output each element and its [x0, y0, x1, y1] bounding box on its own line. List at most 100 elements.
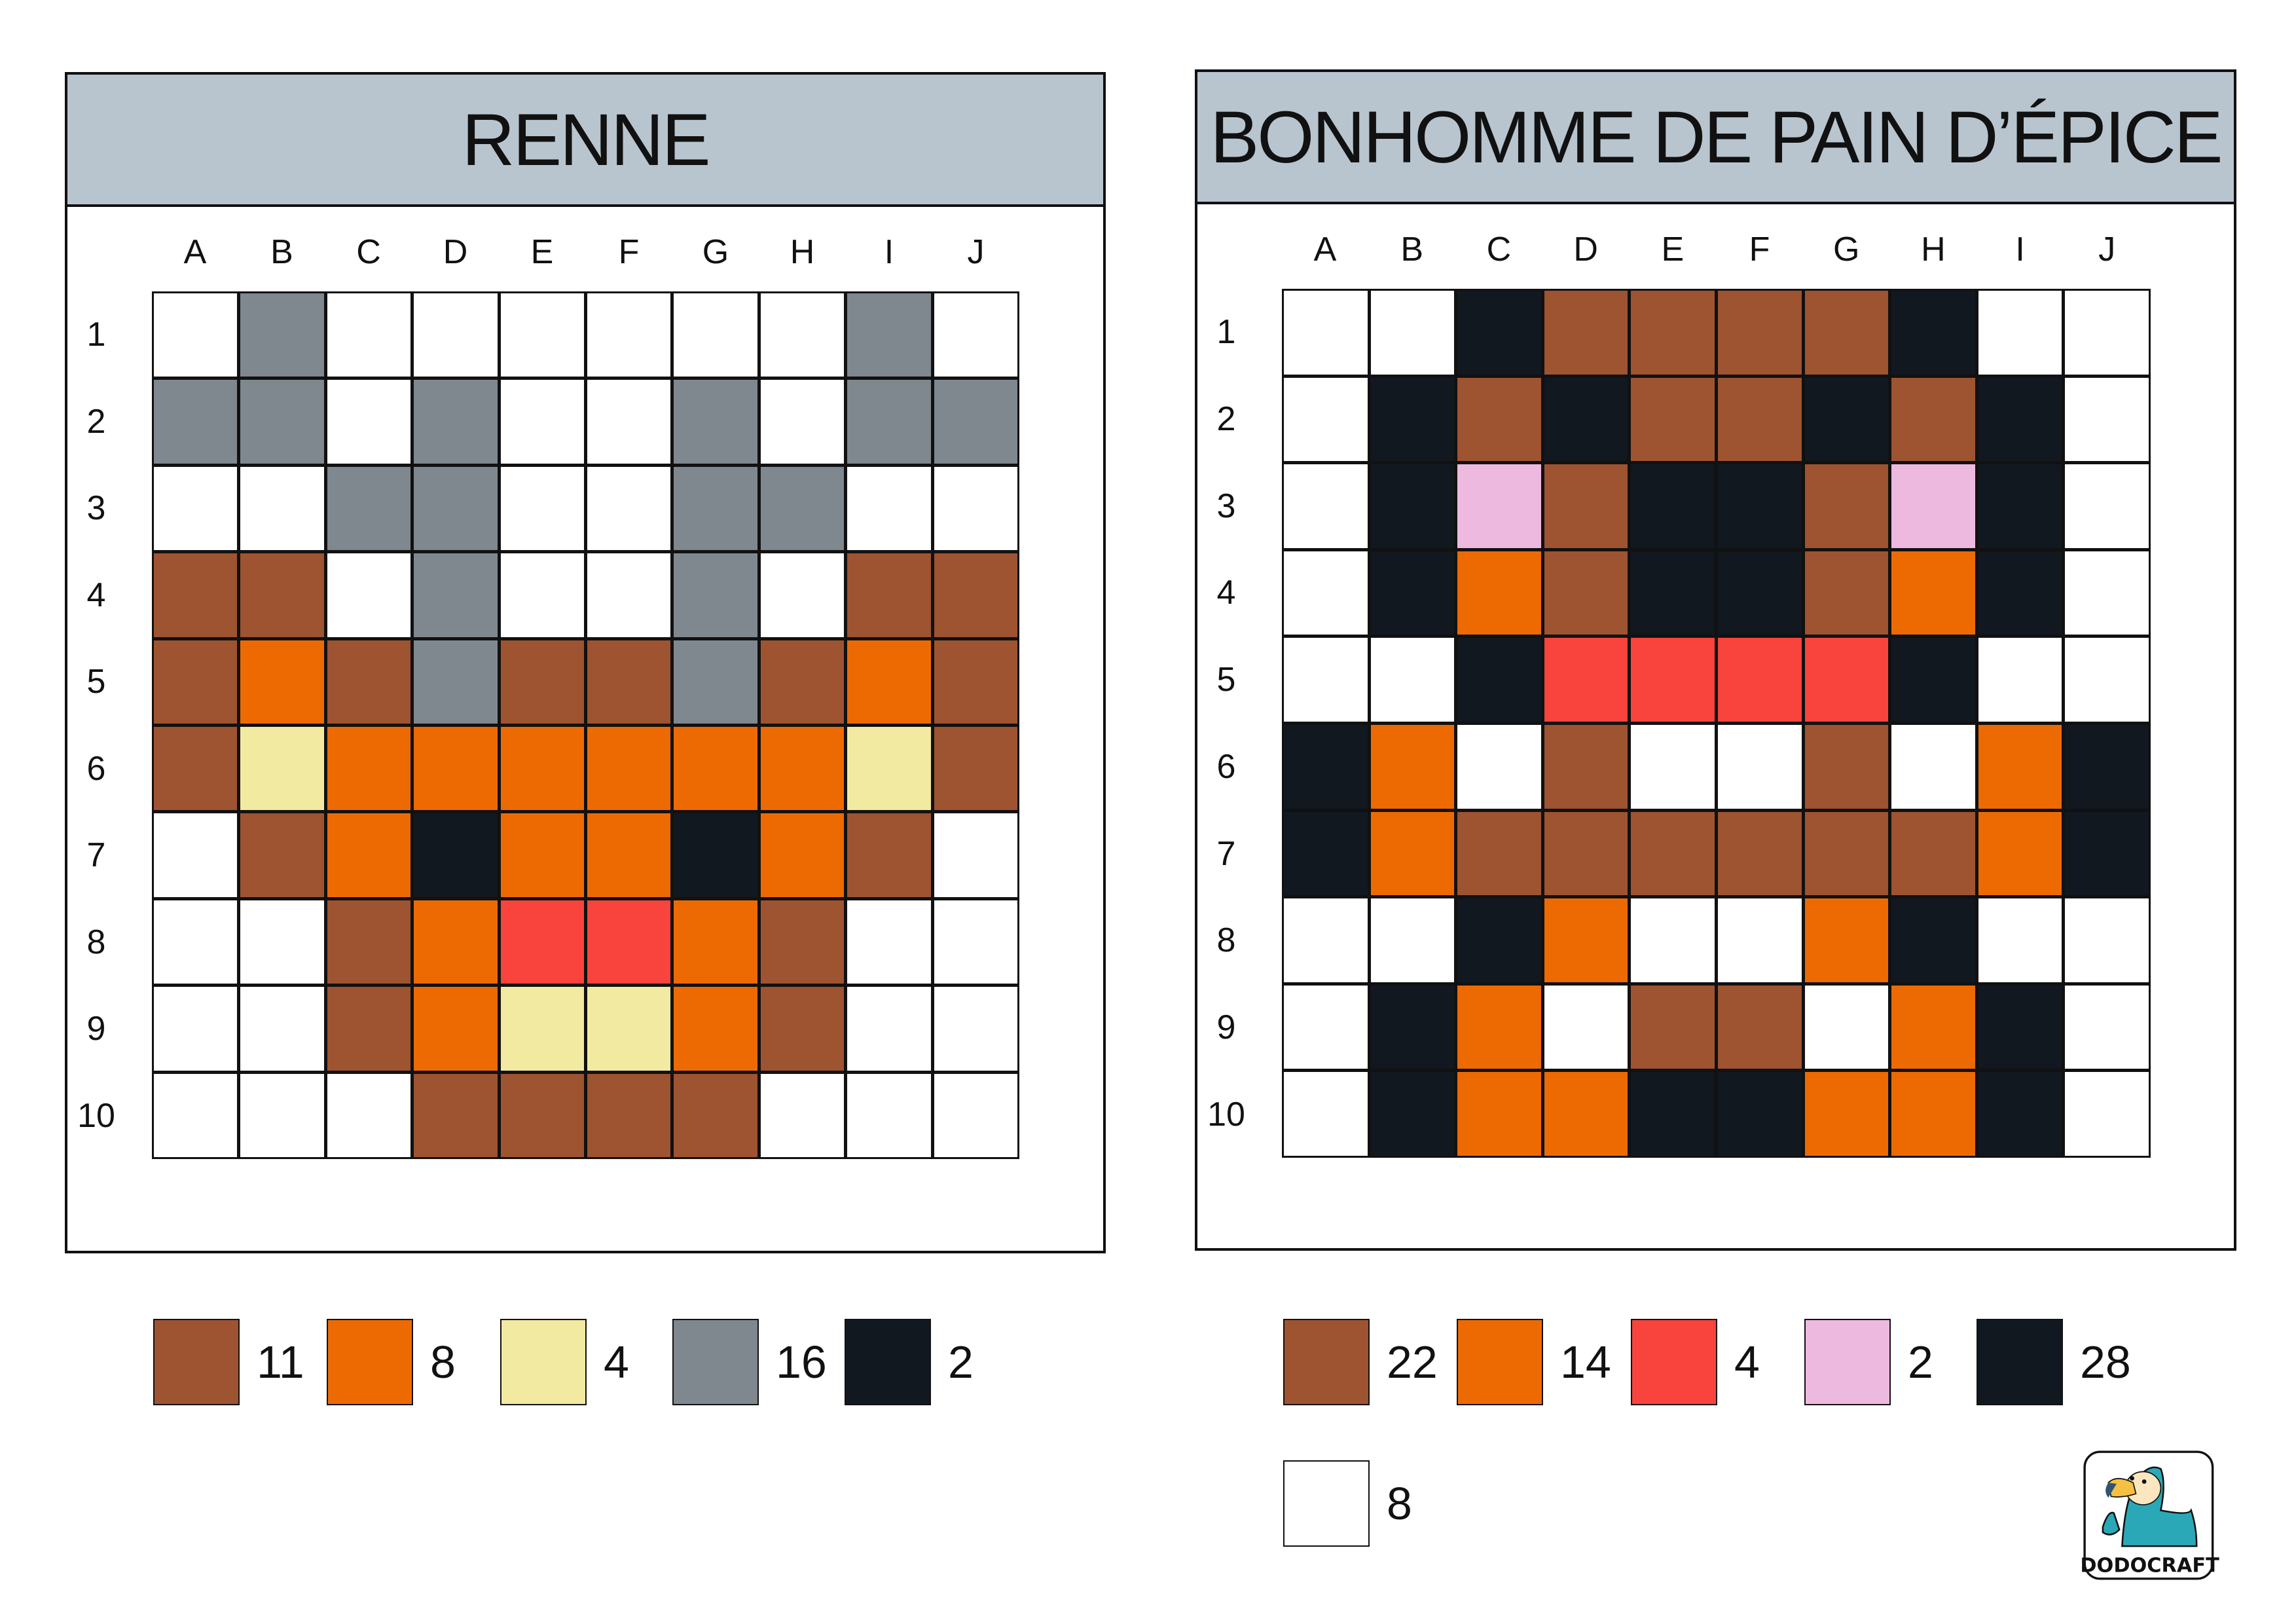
grid-cell-J4[interactable]	[2065, 551, 2149, 635]
grid-cell-F6[interactable]	[587, 727, 671, 811]
grid-cell-B1[interactable]	[240, 293, 324, 377]
grid-cell-J1[interactable]	[2065, 291, 2149, 375]
grid-cell-C8[interactable]	[327, 900, 411, 984]
grid-cell-D5[interactable]	[414, 640, 498, 724]
grid-cell-J1[interactable]	[934, 293, 1017, 377]
grid-cell-C9[interactable]	[1457, 985, 1541, 1069]
grid-cell-B2[interactable]	[1370, 377, 1455, 462]
grid-cell-B3[interactable]	[240, 466, 324, 551]
grid-cell-I4[interactable]	[847, 553, 931, 637]
grid-cell-C7[interactable]	[1457, 811, 1541, 896]
grid-cell-H9[interactable]	[1891, 985, 1975, 1069]
grid-cell-B6[interactable]	[240, 727, 324, 811]
grid-cell-I5[interactable]	[1978, 638, 2062, 722]
grid-cell-J3[interactable]	[2065, 464, 2149, 548]
grid-cell-I5[interactable]	[847, 640, 931, 724]
grid-cell-I2[interactable]	[1978, 377, 2062, 462]
grid-cell-B8[interactable]	[1370, 898, 1455, 982]
grid-cell-A5[interactable]	[154, 640, 238, 724]
grid-cell-C2[interactable]	[1457, 377, 1541, 462]
grid-cell-H5[interactable]	[760, 640, 845, 724]
grid-cell-F9[interactable]	[587, 987, 671, 1071]
grid-cell-E10[interactable]	[1631, 1072, 1715, 1156]
grid-cell-B5[interactable]	[1370, 638, 1455, 722]
grid-cell-E7[interactable]	[500, 813, 584, 897]
grid-cell-A9[interactable]	[1284, 985, 1368, 1069]
grid-cell-E9[interactable]	[500, 987, 584, 1071]
grid-cell-D8[interactable]	[414, 900, 498, 984]
grid-cell-G5[interactable]	[674, 640, 757, 724]
grid-cell-J9[interactable]	[2065, 985, 2149, 1069]
grid-cell-A8[interactable]	[154, 900, 238, 984]
grid-cell-H3[interactable]	[760, 466, 845, 551]
grid-cell-F3[interactable]	[587, 466, 671, 551]
grid-cell-I9[interactable]	[847, 987, 931, 1071]
grid-cell-E3[interactable]	[1631, 464, 1715, 548]
grid-cell-F3[interactable]	[1717, 464, 1802, 548]
grid-cell-D10[interactable]	[414, 1073, 498, 1157]
grid-cell-F10[interactable]	[1717, 1072, 1802, 1156]
grid-cell-A9[interactable]	[154, 987, 238, 1071]
grid-cell-I10[interactable]	[1978, 1072, 2062, 1156]
grid-cell-H1[interactable]	[1891, 291, 1975, 375]
grid-cell-J8[interactable]	[2065, 898, 2149, 982]
grid-cell-F1[interactable]	[1717, 291, 1802, 375]
grid-cell-J8[interactable]	[934, 900, 1017, 984]
grid-cell-H8[interactable]	[1891, 898, 1975, 982]
grid-cell-E4[interactable]	[500, 553, 584, 637]
grid-cell-E7[interactable]	[1631, 811, 1715, 896]
grid-cell-F1[interactable]	[587, 293, 671, 377]
grid-cell-G5[interactable]	[1804, 638, 1889, 722]
grid-cell-G2[interactable]	[1804, 377, 1889, 462]
grid-cell-I6[interactable]	[1978, 724, 2062, 809]
grid-cell-H6[interactable]	[1891, 724, 1975, 809]
grid-cell-C6[interactable]	[327, 727, 411, 811]
grid-cell-G7[interactable]	[674, 813, 757, 897]
grid-cell-C10[interactable]	[327, 1073, 411, 1157]
grid-cell-E5[interactable]	[500, 640, 584, 724]
grid-cell-B6[interactable]	[1370, 724, 1455, 809]
grid-cell-C4[interactable]	[1457, 551, 1541, 635]
grid-cell-F5[interactable]	[587, 640, 671, 724]
grid-cell-B8[interactable]	[240, 900, 324, 984]
grid-cell-I4[interactable]	[1978, 551, 2062, 635]
grid-cell-J4[interactable]	[934, 553, 1017, 637]
grid-cell-J10[interactable]	[934, 1073, 1017, 1157]
grid-cell-G1[interactable]	[674, 293, 757, 377]
grid-cell-B1[interactable]	[1370, 291, 1455, 375]
grid-cell-J7[interactable]	[2065, 811, 2149, 896]
grid-cell-D10[interactable]	[1544, 1072, 1628, 1156]
grid-cell-E8[interactable]	[1631, 898, 1715, 982]
grid-cell-A10[interactable]	[154, 1073, 238, 1157]
grid-cell-B5[interactable]	[240, 640, 324, 724]
grid-cell-A1[interactable]	[154, 293, 238, 377]
grid-cell-B7[interactable]	[240, 813, 324, 897]
grid-cell-B10[interactable]	[240, 1073, 324, 1157]
grid-cell-G8[interactable]	[1804, 898, 1889, 982]
grid-cell-A2[interactable]	[154, 380, 238, 464]
grid-cell-E4[interactable]	[1631, 551, 1715, 635]
grid-cell-J2[interactable]	[934, 380, 1017, 464]
grid-cell-E3[interactable]	[500, 466, 584, 551]
grid-cell-J6[interactable]	[2065, 724, 2149, 809]
grid-cell-D8[interactable]	[1544, 898, 1628, 982]
grid-cell-A6[interactable]	[1284, 724, 1368, 809]
grid-cell-I8[interactable]	[847, 900, 931, 984]
grid-cell-B7[interactable]	[1370, 811, 1455, 896]
grid-cell-A6[interactable]	[154, 727, 238, 811]
grid-cell-F8[interactable]	[1717, 898, 1802, 982]
grid-cell-B10[interactable]	[1370, 1072, 1455, 1156]
grid-cell-H3[interactable]	[1891, 464, 1975, 548]
grid-cell-G6[interactable]	[674, 727, 757, 811]
grid-cell-D4[interactable]	[414, 553, 498, 637]
grid-cell-D7[interactable]	[414, 813, 498, 897]
grid-cell-G3[interactable]	[1804, 464, 1889, 548]
grid-cell-G3[interactable]	[674, 466, 757, 551]
grid-cell-G1[interactable]	[1804, 291, 1889, 375]
grid-cell-E2[interactable]	[1631, 377, 1715, 462]
grid-cell-B9[interactable]	[1370, 985, 1455, 1069]
grid-cell-A2[interactable]	[1284, 377, 1368, 462]
grid-cell-H7[interactable]	[1891, 811, 1975, 896]
grid-cell-D6[interactable]	[1544, 724, 1628, 809]
grid-cell-G9[interactable]	[674, 987, 757, 1071]
